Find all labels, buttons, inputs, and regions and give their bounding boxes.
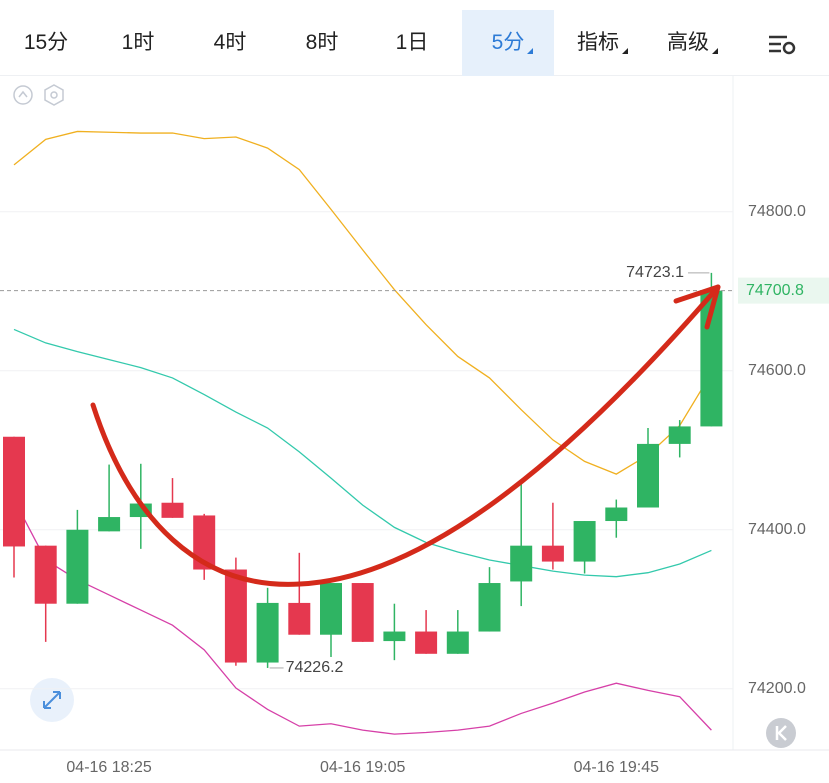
y-tick-label: 74600.0 [748,362,806,379]
x-tick-label: 04-16 18:25 [66,759,152,776]
toolbar-settings[interactable] [769,35,796,55]
candle-body [3,436,25,547]
tab[interactable]: 8时 [305,31,339,54]
candle-body [510,545,533,582]
settings-glyph [50,91,58,99]
candle-body [351,583,374,642]
gear-icon [782,41,796,55]
tab[interactable]: 高级 [642,10,734,76]
tab[interactable]: 指标 [552,10,644,76]
scroll-latest-glyph [775,725,787,741]
candle-body [320,583,342,635]
candle-body [256,602,279,663]
candle-body [605,507,628,522]
tab[interactable]: 1时 [121,31,155,54]
candle-body [668,426,691,444]
tab[interactable]: 4时 [213,31,247,54]
annotation-arrowhead [673,284,721,330]
min-label: 74226.2 [286,659,344,676]
tab[interactable]: 15分 [23,31,69,54]
candle-body [446,631,469,654]
candle-body [66,529,89,604]
y-tick-label: 74200.0 [748,680,806,697]
moving-average [13,499,712,735]
candle-body [383,631,406,642]
tab[interactable]: 1日 [395,31,429,54]
candle-body [415,631,438,654]
menu-icon[interactable] [769,35,787,53]
candle-body [34,545,57,604]
fullscreen-glyph [43,691,61,709]
y-tick-label: 74400.0 [748,521,806,538]
annotation-arrow [90,284,721,587]
candle-body [98,517,121,532]
candle-body [637,443,659,508]
chart-tools[interactable] [13,84,64,106]
candle-body [193,515,216,570]
candle-body [224,569,247,663]
settings-icon[interactable] [44,84,64,106]
x-tick-label: 04-16 19:45 [574,759,660,776]
toolbar: 15分 1时 4时 8时 1日 5分 指标 高级 [0,0,829,76]
candle-body [541,545,564,562]
max-label: 74723.1 [626,264,684,281]
last-price-label: 74700.8 [746,282,804,299]
moving-average [13,130,712,475]
collapse-glyph [18,90,28,98]
candle-body [478,583,501,632]
candle-body [573,521,596,562]
candle-body [288,602,311,635]
collapse-icon[interactable] [13,85,33,105]
candle-body [161,502,184,518]
y-tick-label: 74800.0 [748,203,806,220]
moving-average [13,328,712,578]
x-tick-label: 04-16 19:05 [320,759,406,776]
tab[interactable]: 5分 [462,10,554,76]
last-price-badge [738,277,829,304]
scroll-latest-button[interactable] [766,718,796,748]
